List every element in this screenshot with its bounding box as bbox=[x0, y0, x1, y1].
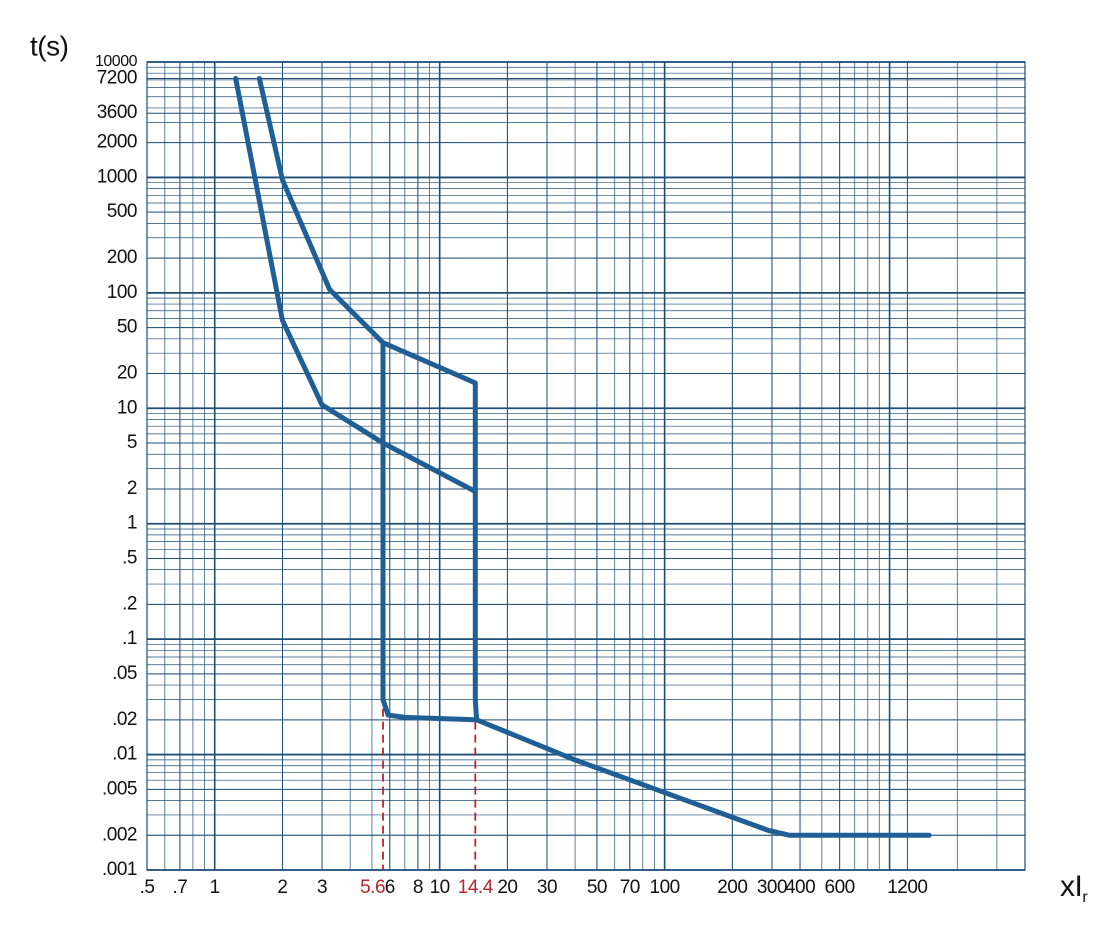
x-axis-label-sub: r bbox=[1082, 889, 1088, 906]
x-tick-label: 300 bbox=[757, 877, 787, 898]
y-tick-label: .5 bbox=[122, 547, 137, 568]
y-tick-label: .01 bbox=[112, 744, 137, 765]
y-tick-label: .002 bbox=[102, 824, 137, 845]
x-tick-label: 3 bbox=[317, 877, 327, 898]
marker-label: 14.4 bbox=[458, 877, 494, 898]
y-tick-label: 10 bbox=[117, 397, 137, 418]
x-tick-label: 20 bbox=[497, 877, 517, 898]
marker-label: 5.6 bbox=[360, 877, 385, 898]
y-tick-label: .1 bbox=[122, 628, 137, 649]
x-axis-label-main: xI bbox=[1060, 870, 1082, 903]
x-tick-label: .5 bbox=[140, 877, 155, 898]
x-tick-label: 1200 bbox=[887, 877, 927, 898]
y-tick-label: 100 bbox=[107, 282, 137, 303]
y-tick-label: 1000 bbox=[97, 166, 137, 187]
plot-area bbox=[146, 61, 1026, 871]
y-tick-label: 500 bbox=[107, 201, 137, 222]
x-tick-label: 100 bbox=[650, 877, 680, 898]
y-tick-label: .005 bbox=[102, 778, 137, 799]
y-axis-label: t(s) bbox=[30, 30, 68, 61]
y-tick-label: .001 bbox=[102, 859, 137, 880]
x-tick-label: 8 bbox=[413, 877, 423, 898]
x-tick-label: 10 bbox=[430, 877, 450, 898]
y-tick-label: 10000 bbox=[95, 53, 138, 70]
x-tick-label: 200 bbox=[717, 877, 747, 898]
y-tick-label: 7200 bbox=[97, 67, 137, 88]
y-tick-label: .05 bbox=[112, 663, 137, 684]
y-tick-label: 5 bbox=[127, 432, 137, 453]
y-tick-label: 1 bbox=[127, 513, 137, 534]
x-axis-label: xIr bbox=[1060, 870, 1088, 906]
y-tick-label: 50 bbox=[117, 317, 137, 338]
y-tick-label: 2000 bbox=[97, 132, 137, 153]
x-tick-label: 70 bbox=[620, 877, 640, 898]
curve bbox=[256, 76, 932, 838]
x-tick-label: 400 bbox=[785, 877, 815, 898]
x-tick-label: 1 bbox=[210, 877, 220, 898]
x-tick-label: 50 bbox=[587, 877, 607, 898]
x-tick-label: 6 bbox=[385, 877, 395, 898]
x-tick-label: 30 bbox=[537, 877, 557, 898]
x-tick-label: 600 bbox=[825, 877, 855, 898]
y-tick-label: 200 bbox=[107, 247, 137, 268]
y-tick-label: 20 bbox=[117, 363, 137, 384]
y-tick-label: .02 bbox=[112, 709, 137, 730]
x-tick-label: 2 bbox=[277, 877, 287, 898]
curve bbox=[380, 340, 478, 723]
y-tick-label: 3600 bbox=[97, 102, 137, 123]
x-tick-label: .7 bbox=[172, 877, 187, 898]
curve bbox=[233, 76, 478, 494]
y-tick-label: 2 bbox=[127, 478, 137, 499]
y-tick-label: .2 bbox=[122, 593, 137, 614]
